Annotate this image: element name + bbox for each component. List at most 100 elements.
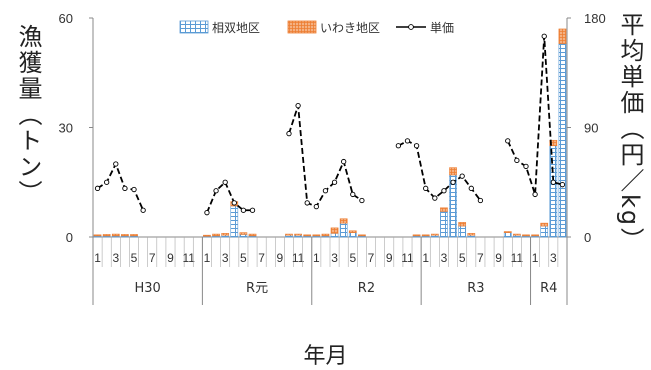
bar-iwaki <box>513 233 521 236</box>
y-tick-label: 0 <box>66 230 73 245</box>
bar-soso <box>440 211 448 238</box>
bar-iwaki <box>339 218 348 224</box>
x-tick-label: 9 <box>167 251 174 265</box>
x-tick-label: 5 <box>459 251 466 265</box>
price-point <box>459 173 465 179</box>
y-tick-label: 60 <box>59 11 73 26</box>
price-point <box>450 179 456 185</box>
price-point <box>350 191 356 198</box>
x-tick-label: 7 <box>477 251 484 265</box>
x-group-label: H30 <box>135 281 161 296</box>
legend-label-soso: 相双地区 <box>212 21 260 35</box>
bar-iwaki <box>93 234 102 237</box>
bar-soso <box>330 233 339 238</box>
price-point <box>532 191 538 198</box>
bar-iwaki <box>449 167 457 176</box>
price-point <box>140 207 146 213</box>
x-group-label: R元 <box>246 281 268 296</box>
x-tick-label: 5 <box>131 251 138 265</box>
x-tick-label: 9 <box>495 251 502 265</box>
x-tick-label: 1 <box>94 251 101 265</box>
bar-iwaki <box>440 207 448 212</box>
x-group-label: R3 <box>467 281 484 296</box>
bar-soso <box>503 232 512 238</box>
x-tick-label: 1 <box>204 251 211 265</box>
x-tick-label: 3 <box>550 251 557 265</box>
x-group-label: R2 <box>358 281 375 296</box>
x-tick-label: 7 <box>149 251 156 265</box>
price-point <box>523 163 529 170</box>
y2-tick-label: 0 <box>584 230 591 245</box>
bar-iwaki <box>312 234 321 237</box>
x-tick-label: 11 <box>511 251 524 265</box>
legend-swatch-iwaki <box>287 20 317 34</box>
bar-iwaki <box>421 234 430 237</box>
bar-iwaki <box>203 234 211 237</box>
bar-iwaki <box>531 234 539 237</box>
legend-label-iwaki: いわき地区 <box>320 21 380 35</box>
x-tick-label: 1 <box>313 251 320 265</box>
price-point <box>331 179 338 185</box>
x-tick-label: 7 <box>368 251 375 265</box>
bar-iwaki <box>321 233 330 237</box>
x-tick-label: 1 <box>422 251 429 265</box>
price-line <box>97 161 144 211</box>
price-point <box>477 197 484 204</box>
bar-soso <box>549 145 558 238</box>
bar-soso <box>230 205 239 238</box>
price-line <box>206 180 253 214</box>
price-point <box>468 185 474 191</box>
bar-iwaki <box>430 233 439 236</box>
price-point <box>231 200 237 206</box>
price-line <box>397 139 482 202</box>
bar-soso <box>339 222 348 238</box>
y-axis-title: 漁獲量（トン） <box>14 24 42 206</box>
bar-iwaki <box>212 233 220 237</box>
bar-iwaki <box>458 222 467 227</box>
legend-label-price: 単価 <box>430 21 454 35</box>
price-point <box>541 33 547 39</box>
price-point <box>104 179 110 185</box>
price-point <box>240 207 247 213</box>
price-point <box>113 161 119 167</box>
price-point <box>341 158 347 165</box>
bar-iwaki <box>248 233 257 237</box>
x-tick-label: 11 <box>292 251 305 265</box>
x-tick-label: 11 <box>401 251 414 265</box>
bar-soso <box>348 232 357 238</box>
price-point <box>550 179 556 185</box>
x-axis-title: 年月 <box>303 344 348 369</box>
bar-iwaki <box>130 234 138 237</box>
y2-tick-label: 180 <box>584 11 606 26</box>
bar-iwaki <box>549 139 558 147</box>
legend-marker-price <box>408 24 414 30</box>
price-point <box>514 157 520 164</box>
bar-iwaki <box>111 233 120 237</box>
price-point <box>359 197 365 204</box>
bar-iwaki <box>121 234 129 237</box>
x-tick-label: 7 <box>258 251 265 265</box>
bar-soso <box>540 225 549 238</box>
x-tick-label: 5 <box>240 251 247 265</box>
bar-soso <box>239 234 248 238</box>
price-point <box>559 182 566 188</box>
price-point <box>413 143 420 149</box>
bar-iwaki <box>522 234 530 237</box>
price-point <box>313 203 319 210</box>
y2-tick-label: 90 <box>584 121 598 136</box>
price-point <box>131 186 137 193</box>
legend-swatch-soso <box>179 20 209 34</box>
price-point <box>249 207 256 213</box>
bar-iwaki <box>348 230 357 233</box>
x-tick-label: 5 <box>349 251 356 265</box>
bar-iwaki <box>330 227 339 234</box>
price-point <box>423 185 429 191</box>
bar-soso <box>558 43 567 238</box>
price-point <box>432 195 438 201</box>
bar-iwaki <box>102 234 111 237</box>
price-point <box>204 210 210 216</box>
bar-iwaki <box>239 232 248 235</box>
price-point <box>304 200 310 206</box>
